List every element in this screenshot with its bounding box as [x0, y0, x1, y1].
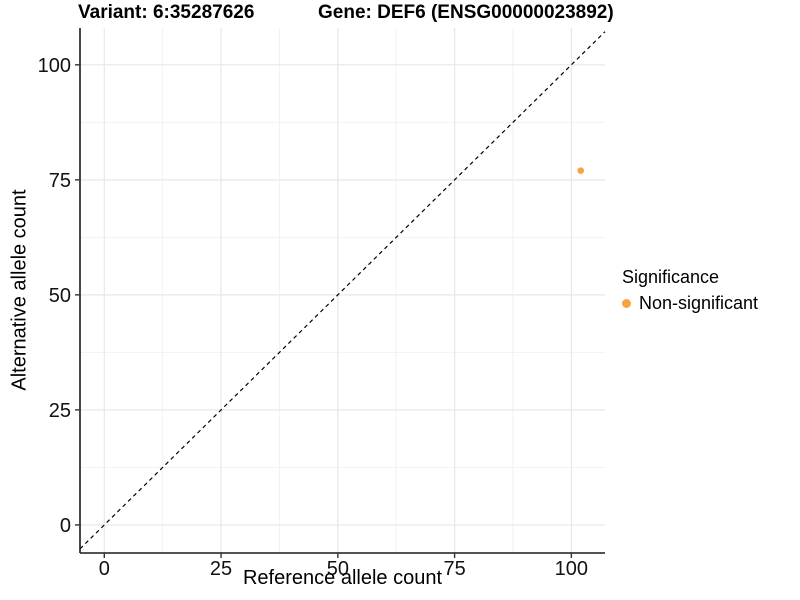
- x-tick-label: 75: [443, 558, 465, 580]
- y-tick-label: 100: [38, 55, 71, 77]
- x-axis-title: Reference allele count: [242, 567, 442, 589]
- y-axis-title: Alternative allele count: [8, 189, 31, 391]
- legend-key-dot-icon: [622, 299, 631, 308]
- legend-item: Non-significant: [622, 293, 758, 314]
- legend: Significance Non-significant: [622, 264, 758, 314]
- identity-dashed-line: [79, 31, 606, 550]
- y-tick-label: 50: [49, 285, 71, 307]
- variant-title: Variant: 6:35287626: [78, 2, 255, 23]
- x-tick-label: 0: [99, 558, 110, 580]
- gene-title: Gene: DEF6 (ENSG00000023892): [318, 2, 614, 23]
- data-point: [577, 167, 585, 174]
- x-tick-label: 50: [327, 558, 349, 580]
- legend-title: Significance: [622, 267, 720, 287]
- legend-item-label: Non-significant: [639, 293, 759, 313]
- y-tick-label: 0: [60, 515, 71, 537]
- x-tick-label: 25: [210, 558, 232, 580]
- y-tick-label: 75: [49, 170, 71, 192]
- x-tick-label: 100: [555, 558, 588, 580]
- y-tick-label: 25: [49, 400, 71, 422]
